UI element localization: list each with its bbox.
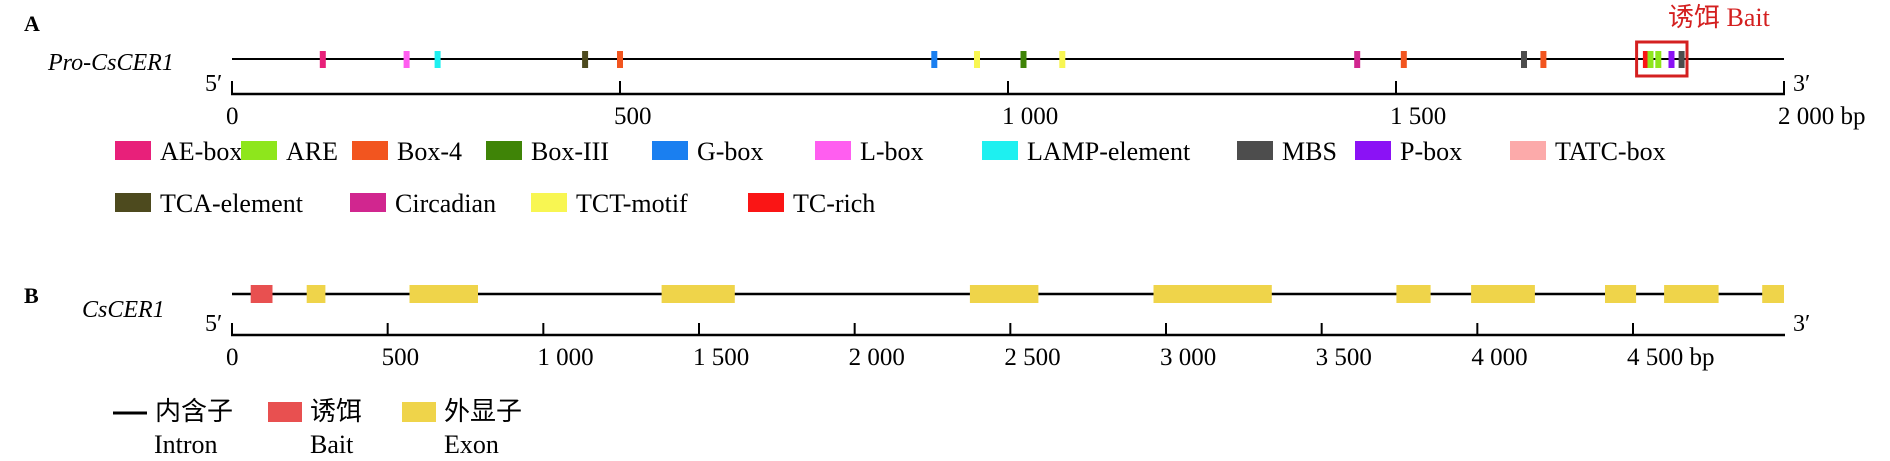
legend-swatch-tct-motif <box>531 193 567 212</box>
cis-element-mark-tca-element <box>582 51 589 68</box>
gene-blocks <box>250 285 1784 303</box>
promoter-axis-tick-label: 0 <box>226 103 239 130</box>
promoter-axis-tick-label: 500 <box>614 103 652 130</box>
legend-label-zh-intron: 内含子 <box>155 397 233 426</box>
gene-axis-tick-label: 2 500 <box>1004 344 1060 371</box>
cis-element-marks <box>319 51 1685 68</box>
gene-axis-tick-label: 4 500 bp <box>1627 344 1715 371</box>
cis-element-mark-box-4 <box>1400 51 1407 68</box>
promoter-three-prime-label: 3′ <box>1793 71 1810 97</box>
cis-element-mark-p-box <box>1668 51 1675 68</box>
cis-element-mark-are <box>1647 51 1654 68</box>
bait-block <box>250 285 273 303</box>
legend-label-circadian: Circadian <box>395 189 496 218</box>
legend-label-lamp-element: LAMP-element <box>1027 137 1191 166</box>
gene-three-prime-label: 3′ <box>1793 311 1810 337</box>
legend-swatch-box-iii <box>486 141 522 160</box>
exon-block <box>409 285 478 303</box>
bait-region-box <box>1635 40 1689 78</box>
cis-element-mark-box-4 <box>617 51 623 68</box>
promoter-axis-ticks: 0 500 1 000 1 500 2 000 bp <box>226 81 1866 130</box>
legend-swatch-tc-rich <box>748 193 784 212</box>
exon-block <box>306 285 326 303</box>
cis-element-mark-l-box <box>403 51 410 68</box>
cis-element-mark-tct-motif <box>1059 51 1066 68</box>
panel-a: A Pro-CsCER1 5′ 3′ 诱饵 Bait 0 500 1 000 1 50… <box>24 3 1866 218</box>
cis-element-mark-mbs <box>1678 51 1685 68</box>
exon-block <box>1396 285 1431 303</box>
gene-axis-tick-label: 500 <box>382 344 420 371</box>
panel-b-letter: B <box>24 283 39 308</box>
legend-swatch-bait <box>268 402 302 422</box>
promoter-axis-tick-label: 2 000 bp <box>1778 103 1866 130</box>
gene-five-prime-label: 5′ <box>205 311 222 337</box>
gene-axis-tick-label: 1 000 <box>537 344 593 371</box>
cis-element-mark-tc-rich <box>1642 51 1649 68</box>
exon-block <box>1153 285 1272 303</box>
cis-element-mark-ae-box <box>319 51 326 68</box>
promoter-axis-tick-label: 1 000 <box>1002 103 1058 130</box>
cis-element-mark-tct-motif <box>974 51 980 68</box>
cis-element-legend: AE-box ARE Box-4 Box-III G-box L-box LAMP-elem… <box>115 137 1666 218</box>
cis-element-mark-lamp-element <box>434 51 441 68</box>
legend-label-p-box: P-box <box>1400 137 1462 166</box>
legend-swatch-g-box <box>652 141 688 160</box>
bait-region-label: 诱饵 Bait <box>1668 3 1771 32</box>
cis-element-mark-box-4 <box>1540 51 1547 68</box>
legend-label-ae-box: AE-box <box>160 137 242 166</box>
legend-label-are: ARE <box>286 137 338 166</box>
legend-label-g-box: G-box <box>697 137 763 166</box>
legend-swatch-mbs <box>1237 141 1273 160</box>
legend-label-tca-element: TCA-element <box>160 189 304 218</box>
gene-name-label: CsCER1 <box>82 297 165 323</box>
legend-swatch-tatc-box <box>1510 141 1546 160</box>
gene-axis-tick-label: 0 <box>226 344 239 371</box>
exon-block <box>969 285 1039 303</box>
gene-axis-tick-label: 3 500 <box>1316 344 1372 371</box>
gene-axis-tick-label: 2 000 <box>849 344 905 371</box>
legend-label-zh-bait: 诱饵 <box>310 397 362 426</box>
legend-swatch-tca-element <box>115 193 151 212</box>
promoter-five-prime-label: 5′ <box>205 71 222 97</box>
legend-swatch-circadian <box>350 193 386 212</box>
legend-swatch-are <box>241 141 277 160</box>
cis-element-mark-g-box <box>931 51 938 68</box>
legend-label-l-box: L-box <box>860 137 924 166</box>
legend-label-box-iii: Box-III <box>531 137 609 166</box>
exon-block <box>1471 285 1535 303</box>
cis-element-mark-are <box>1655 51 1662 68</box>
gene-structure-legend: 内含子 Intron 诱饵 Bait 外显子 Exon <box>113 397 522 459</box>
legend-swatch-l-box <box>815 141 851 160</box>
legend-swatch-lamp-element <box>982 141 1018 160</box>
legend-label-tct-motif: TCT-motif <box>576 189 688 218</box>
cis-element-mark-mbs <box>1521 51 1527 68</box>
legend-label-tatc-box: TATC-box <box>1555 137 1666 166</box>
legend-swatch-exon <box>402 402 436 422</box>
gene-axis-tick-label: 3 000 <box>1160 344 1216 371</box>
exon-block <box>1664 285 1719 303</box>
gene-axis-tick-label: 1 500 <box>693 344 749 371</box>
legend-label-box-4: Box-4 <box>397 137 462 166</box>
cis-element-mark-circadian <box>1354 51 1361 68</box>
panel-a-letter: A <box>24 11 40 36</box>
cis-element-mark-box-iii <box>1020 51 1027 68</box>
promoter-axis-tick-label: 1 500 <box>1390 103 1446 130</box>
exon-block <box>1762 285 1784 303</box>
legend-swatch-ae-box <box>115 141 151 160</box>
promoter-name-label: Pro-CsCER1 <box>47 50 174 76</box>
panel-b: B CsCER1 5′ 3′ 0 500 1 000 1 500 2 000 2 500 3… <box>24 283 1810 459</box>
legend-label-en-bait: Bait <box>310 430 354 459</box>
legend-label-zh-exon: 外显子 <box>444 397 522 426</box>
legend-label-en-exon: Exon <box>444 430 499 459</box>
gene-axis-tick-label: 4 000 <box>1471 344 1527 371</box>
exon-block <box>1605 285 1637 303</box>
legend-label-en-intron: Intron <box>154 430 218 459</box>
legend-label-tc-rich: TC-rich <box>793 189 875 218</box>
legend-swatch-p-box <box>1355 141 1391 160</box>
exon-block <box>661 285 735 303</box>
legend-swatch-box-4 <box>352 141 388 160</box>
legend-label-mbs: MBS <box>1282 137 1337 166</box>
gene-axis-ticks: 0 500 1 000 1 500 2 000 2 500 3 000 3 500 4 000 4… <box>226 323 1715 371</box>
